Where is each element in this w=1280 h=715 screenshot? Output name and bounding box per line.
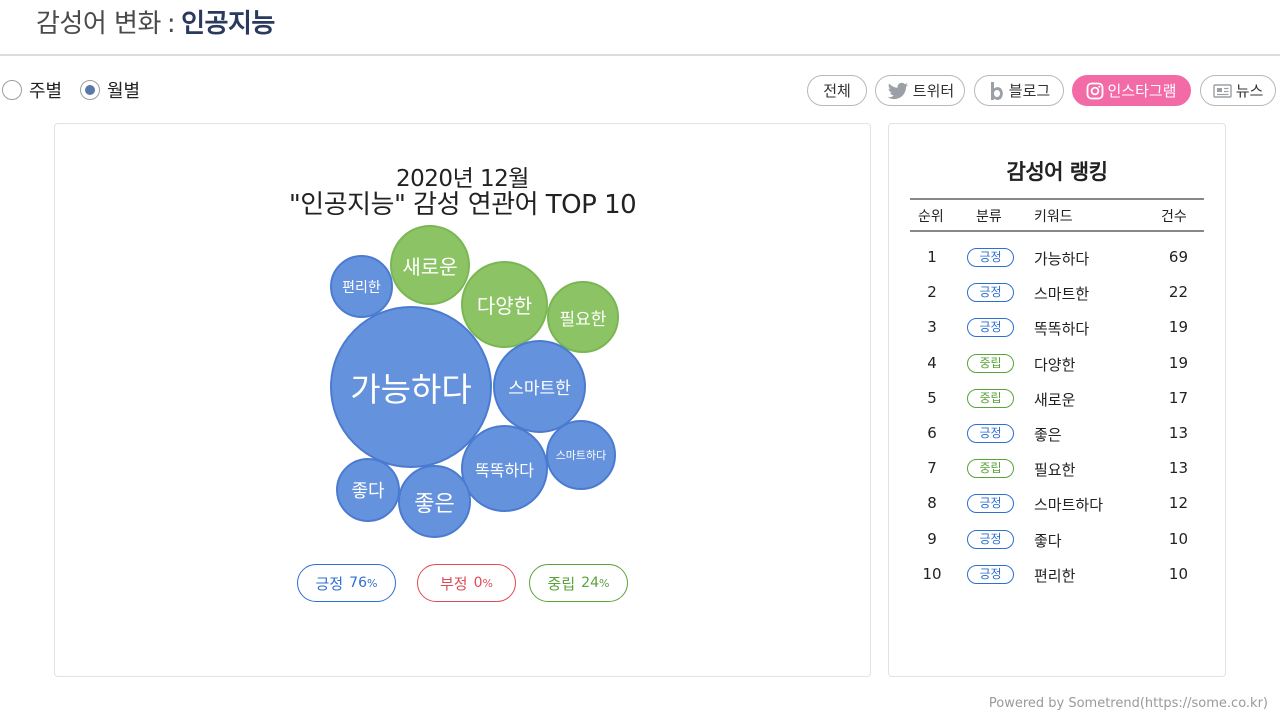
tab-blog[interactable]: 블로그 bbox=[974, 75, 1064, 106]
table-row: 1 긍정 가능하다 69 bbox=[927, 248, 1188, 268]
tab-instagram[interactable]: 인스타그램 bbox=[1072, 75, 1191, 106]
category-badge: 중립 bbox=[967, 388, 1014, 408]
tab-news[interactable]: 뉴스 bbox=[1200, 75, 1276, 106]
bubble-가능하다[interactable]: 가능하다 bbox=[330, 306, 492, 468]
page-header: 감성어 변화: 인공지능 bbox=[0, 0, 1280, 56]
header-count: 건수 bbox=[1161, 209, 1187, 225]
radio-weekly-circle[interactable] bbox=[2, 80, 22, 100]
category-badge: 긍정 bbox=[967, 494, 1014, 514]
radio-monthly-label: 월별 bbox=[107, 81, 141, 102]
ranking-title: 감성어 랭킹 bbox=[1006, 160, 1108, 184]
chart-title: "인공지능" 감성 연관어 TOP 10 bbox=[288, 190, 637, 220]
radio-monthly-circle[interactable] bbox=[80, 80, 100, 100]
legend-neutral[interactable]: 중립 24% bbox=[529, 564, 628, 602]
category-badge: 긍정 bbox=[967, 564, 1014, 584]
bubble-스마트한[interactable]: 스마트한 bbox=[493, 340, 586, 433]
tab-twitter[interactable]: 트위터 bbox=[875, 75, 965, 106]
bubble-필요한[interactable]: 필요한 bbox=[547, 281, 619, 353]
legend-negative[interactable]: 부정 0% bbox=[417, 564, 516, 602]
table-row: 5 중립 새로운 17 bbox=[927, 388, 1188, 409]
table-row: 8 긍정 스마트하다 12 bbox=[927, 494, 1188, 515]
table-row: 3 긍정 똑똑하다 19 bbox=[927, 318, 1188, 339]
tab-instagram-label: 인스타그램 bbox=[1107, 82, 1177, 100]
bubble-편리한[interactable]: 편리한 bbox=[330, 255, 393, 318]
page-title: 감성어 변화: 인공지능 bbox=[36, 9, 275, 39]
blog-icon bbox=[988, 81, 1006, 101]
radio-monthly[interactable]: 월별 bbox=[80, 76, 140, 104]
header-keyword: 키워드 bbox=[1034, 209, 1073, 225]
bubble-다양한[interactable]: 다양한 bbox=[461, 261, 548, 348]
legend-positive[interactable]: 긍정 76% bbox=[297, 564, 396, 602]
table-row: 9 긍정 좋다 10 bbox=[927, 529, 1188, 550]
category-badge: 중립 bbox=[967, 353, 1014, 373]
header-rank: 순위 bbox=[918, 209, 944, 225]
tab-twitter-label: 트위터 bbox=[912, 82, 955, 100]
instagram-icon bbox=[1086, 82, 1104, 100]
category-badge: 긍정 bbox=[967, 283, 1014, 303]
tab-all-label: 전체 bbox=[823, 82, 851, 100]
category-badge: 긍정 bbox=[967, 248, 1014, 267]
category-badge: 긍정 bbox=[967, 529, 1014, 549]
twitter-icon bbox=[886, 82, 910, 100]
ranking-panel: 감성어 랭킹 순위 분류 키워드 건수 1 긍정 가능하다 69 2 긍정 스마트한 22 … bbox=[888, 123, 1226, 677]
table-row: 7 중립 필요한 13 bbox=[927, 459, 1188, 480]
tab-all[interactable]: 전체 bbox=[807, 75, 867, 106]
ranking-table: 순위 분류 키워드 건수 1 긍정 가능하다 69 2 긍정 스마트한 22 3 긍정 똑똑하다… bbox=[910, 198, 1204, 592]
news-icon bbox=[1212, 83, 1233, 99]
bubble-chart-panel: 2020년 12월 "인공지능" 감성 연관어 TOP 10 새로운 편리한 다… bbox=[54, 123, 871, 677]
footer-credit: Powered by Sometrend(https://some.co.kr) bbox=[988, 696, 1268, 711]
bubble-똑똑하다[interactable]: 똑똑하다 bbox=[461, 425, 548, 512]
tab-news-label: 뉴스 bbox=[1235, 82, 1264, 100]
bubble-새로운[interactable]: 새로운 bbox=[390, 225, 470, 305]
radio-weekly[interactable]: 주별 bbox=[2, 76, 62, 104]
ranking-header: 순위 분류 키워드 건수 bbox=[910, 198, 1204, 232]
table-row: 2 긍정 스마트한 22 bbox=[927, 283, 1188, 304]
bubble-스마트하다[interactable]: 스마트하다 bbox=[546, 420, 616, 490]
table-row: 6 긍정 좋은 13 bbox=[927, 423, 1188, 444]
category-badge: 긍정 bbox=[967, 318, 1014, 338]
table-row: 10 긍정 편리한 10 bbox=[922, 564, 1188, 585]
radio-weekly-label: 주별 bbox=[29, 81, 63, 102]
chart-subtitle: 2020년 12월 bbox=[396, 166, 529, 192]
title-keyword: 인공지능 bbox=[181, 9, 275, 39]
category-badge: 중립 bbox=[967, 459, 1014, 479]
header-category: 분류 bbox=[976, 209, 1002, 225]
bubble-좋은[interactable]: 좋은 bbox=[398, 465, 471, 538]
bubble-좋다[interactable]: 좋다 bbox=[336, 458, 400, 522]
table-row: 4 중립 다양한 19 bbox=[927, 353, 1188, 374]
tab-blog-label: 블로그 bbox=[1008, 82, 1051, 100]
category-badge: 긍정 bbox=[967, 423, 1014, 443]
